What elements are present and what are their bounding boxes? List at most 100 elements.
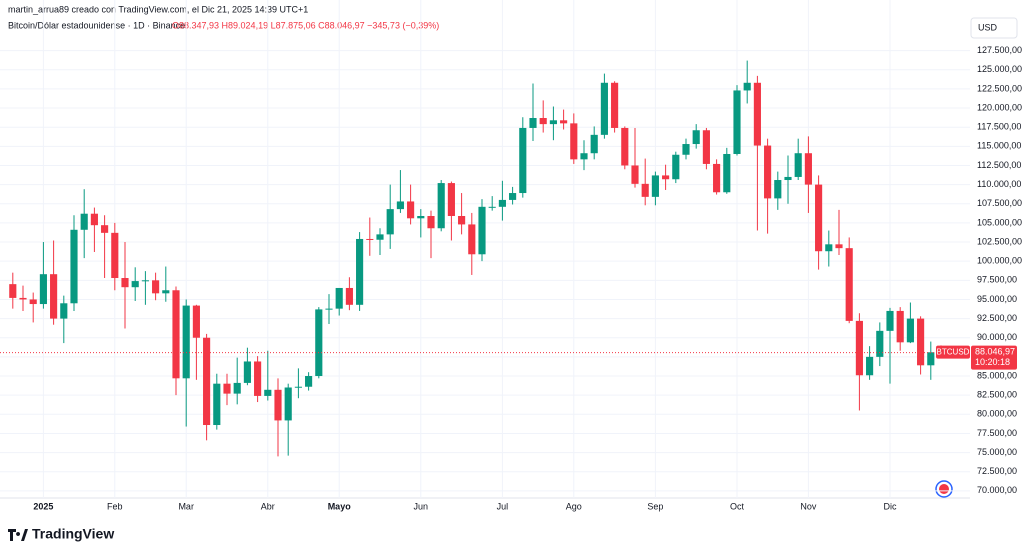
candle-body — [774, 180, 782, 199]
candle-body — [611, 82, 619, 128]
candle-body — [427, 216, 435, 229]
candle-body — [702, 130, 710, 164]
candle-body — [621, 127, 629, 166]
candle-body — [713, 163, 721, 193]
x-tick-label: Sep — [647, 501, 663, 511]
y-tick-label: 80.000,00 — [977, 409, 1017, 419]
candle-body — [498, 199, 506, 207]
candle-body — [243, 361, 251, 383]
candle-body — [815, 184, 823, 252]
y-tick-label: 100.000,00 — [977, 256, 1022, 266]
candle-body — [254, 361, 262, 396]
logo-text: TradingView — [32, 526, 114, 542]
candle-body — [458, 216, 466, 225]
x-tick-label: Feb — [107, 501, 123, 511]
candle-body — [437, 183, 445, 229]
y-tick-label: 92.500,00 — [977, 313, 1017, 323]
candle-body — [9, 284, 17, 298]
candle-body — [906, 318, 914, 343]
candle-body — [305, 376, 313, 387]
candle-body — [723, 153, 731, 193]
candle-body — [866, 356, 874, 376]
candle-body — [560, 120, 568, 124]
y-tick-label: 102.500,00 — [977, 236, 1022, 246]
candle-body — [274, 389, 282, 421]
candle-body — [29, 299, 37, 305]
candle-body — [478, 206, 486, 255]
y-tick-label: 75.000,00 — [977, 447, 1017, 457]
y-tick-label: 120.000,00 — [977, 102, 1022, 112]
candle-body — [896, 310, 904, 343]
candle-body — [396, 201, 404, 210]
x-tick-label: Mayo — [328, 501, 352, 511]
x-tick-label: Jul — [497, 501, 509, 511]
candle-body — [804, 153, 812, 185]
y-tick-label: 110.000,00 — [977, 179, 1021, 189]
candle-body — [682, 144, 690, 155]
candle-body — [223, 383, 231, 394]
candle-body — [80, 213, 88, 230]
candle-body — [213, 383, 221, 426]
candle-body — [70, 229, 78, 304]
candle-body — [162, 290, 170, 294]
candle-body — [233, 382, 241, 394]
candle-body — [651, 175, 659, 197]
candle-body — [345, 287, 353, 305]
candle-body — [325, 308, 333, 310]
x-tick-label: Mar — [178, 501, 194, 511]
unit-box[interactable] — [970, 17, 1018, 39]
candle-body — [50, 274, 58, 319]
x-tick-label: Oct — [730, 501, 745, 511]
logo[interactable]: TradingView — [8, 526, 114, 542]
candle-body — [794, 153, 802, 177]
x-tick-label: 2025 — [33, 501, 53, 511]
candle-body — [111, 232, 119, 279]
candle-body — [672, 154, 680, 180]
y-tick-label: 105.000,00 — [977, 217, 1022, 227]
candle-body — [315, 309, 323, 377]
y-tick-label: 77.500,00 — [977, 428, 1017, 438]
candle-body — [192, 305, 200, 338]
candle-body — [580, 153, 588, 160]
candle-body — [203, 337, 211, 426]
candle-body — [600, 82, 608, 135]
y-tick-label: 107.500,00 — [977, 198, 1022, 208]
y-tick-label: 97.500,00 — [977, 275, 1017, 285]
y-tick-label: 95.000,00 — [977, 294, 1017, 304]
candle-body — [917, 318, 925, 366]
candle-body — [927, 352, 935, 366]
candle-body — [743, 82, 751, 91]
countdown-label: 10:20:18 — [975, 357, 1010, 367]
candle-body — [284, 387, 292, 421]
candle-body — [468, 224, 476, 255]
candle-body — [356, 238, 364, 305]
y-tick-label: 72.500,00 — [977, 466, 1017, 476]
y-tick-label: 115.000,00 — [977, 141, 1021, 151]
symbol-label: BTCUSD — [937, 347, 970, 356]
ohlc-legend: O88.347,93 H89.024,19 L87.875,06 C88.046… — [172, 20, 439, 30]
candle-body — [152, 280, 160, 294]
flag-icon-inner — [939, 484, 949, 494]
candle-body — [131, 281, 139, 288]
candle-body — [641, 183, 649, 197]
candle-body — [376, 234, 384, 240]
y-tick-label: 85.000,00 — [977, 370, 1017, 380]
logo-icon — [8, 529, 28, 541]
candle-body — [60, 303, 68, 319]
candle-body — [101, 225, 109, 233]
x-tick-label: Jun — [414, 501, 429, 511]
candle-body — [539, 118, 547, 125]
price-tag — [971, 345, 1017, 370]
y-tick-label: 122.500,00 — [977, 83, 1022, 93]
candle-body — [855, 320, 863, 376]
candle-body — [549, 120, 557, 125]
candle-body — [519, 127, 527, 194]
candle-body — [662, 175, 670, 180]
candle-body — [172, 290, 180, 379]
candle-body — [570, 123, 578, 160]
y-tick-label: 127.500,00 — [977, 45, 1022, 55]
x-tick-label: Abr — [261, 501, 275, 511]
x-tick-label: Dic — [884, 501, 897, 511]
